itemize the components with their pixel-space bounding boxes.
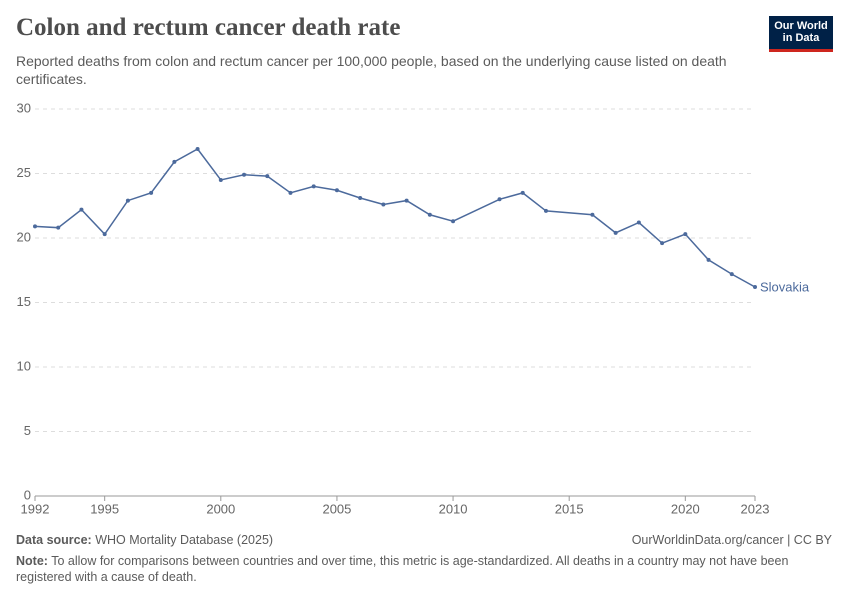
url[interactable]: OurWorldinData.org/cancer | CC BY (631, 533, 832, 547)
x-tick-label: 2020 (671, 501, 700, 516)
data-point (729, 272, 734, 277)
data-point (195, 146, 200, 151)
y-tick-label: 10 (17, 358, 31, 373)
note-text: To allow for comparisons between countri… (16, 554, 789, 584)
data-point (613, 230, 618, 235)
data-point (381, 202, 386, 207)
data-point (149, 190, 154, 195)
note-label: Note: (16, 554, 48, 568)
data-point (753, 285, 757, 290)
data-point (590, 212, 595, 217)
source-text: WHO Mortality Database (2025) (95, 533, 274, 547)
x-tick-label: 2023 (741, 501, 770, 516)
chart-title: Colon and rectum cancer death rate (16, 14, 401, 41)
data-point (358, 196, 363, 201)
logo-line: in Data (782, 32, 820, 44)
x-tick-label: 2015 (555, 501, 584, 516)
data-point (33, 224, 37, 229)
data-point (102, 232, 107, 237)
x-tick-label: 2005 (322, 501, 351, 516)
data-point (288, 190, 293, 195)
source-label: Data source: (16, 533, 92, 547)
y-tick-label: 5 (24, 423, 31, 438)
source: Data source: WHO Mortality Database (202… (16, 533, 273, 547)
data-point (218, 177, 223, 182)
data-point (660, 241, 665, 246)
x-tick-label: 1995 (90, 501, 119, 516)
x-tick-label: 2000 (206, 501, 235, 516)
data-point (334, 188, 339, 193)
logo[interactable]: Our World in Data (769, 16, 833, 52)
data-point (172, 159, 177, 164)
x-tick-label: 1992 (21, 501, 50, 516)
data-point (706, 257, 711, 262)
data-point (404, 198, 409, 203)
data-point (497, 197, 502, 202)
data-point (427, 212, 432, 217)
data-point (265, 174, 270, 179)
series-label: Slovakia (760, 279, 810, 294)
data-point (636, 220, 641, 225)
data-point (451, 219, 456, 224)
note: Note: To allow for comparisons between c… (16, 553, 826, 585)
logo-line: Our World (774, 20, 828, 32)
data-point (125, 198, 130, 203)
chart-subtitle: Reported deaths from colon and rectum ca… (16, 53, 727, 87)
x-tick-label: 2010 (439, 501, 468, 516)
series-line (34, 148, 756, 288)
data-point (79, 207, 84, 212)
data-point (543, 208, 548, 213)
data-point (683, 232, 688, 237)
y-tick-label: 20 (17, 229, 31, 244)
y-tick-label: 25 (17, 165, 31, 180)
y-tick-label: 30 (17, 100, 31, 115)
y-tick-label: 15 (17, 294, 31, 309)
data-point (242, 172, 247, 177)
data-point (520, 190, 525, 195)
y-tick-label: 0 (24, 487, 31, 502)
data-point (311, 184, 316, 189)
data-point (56, 225, 61, 230)
